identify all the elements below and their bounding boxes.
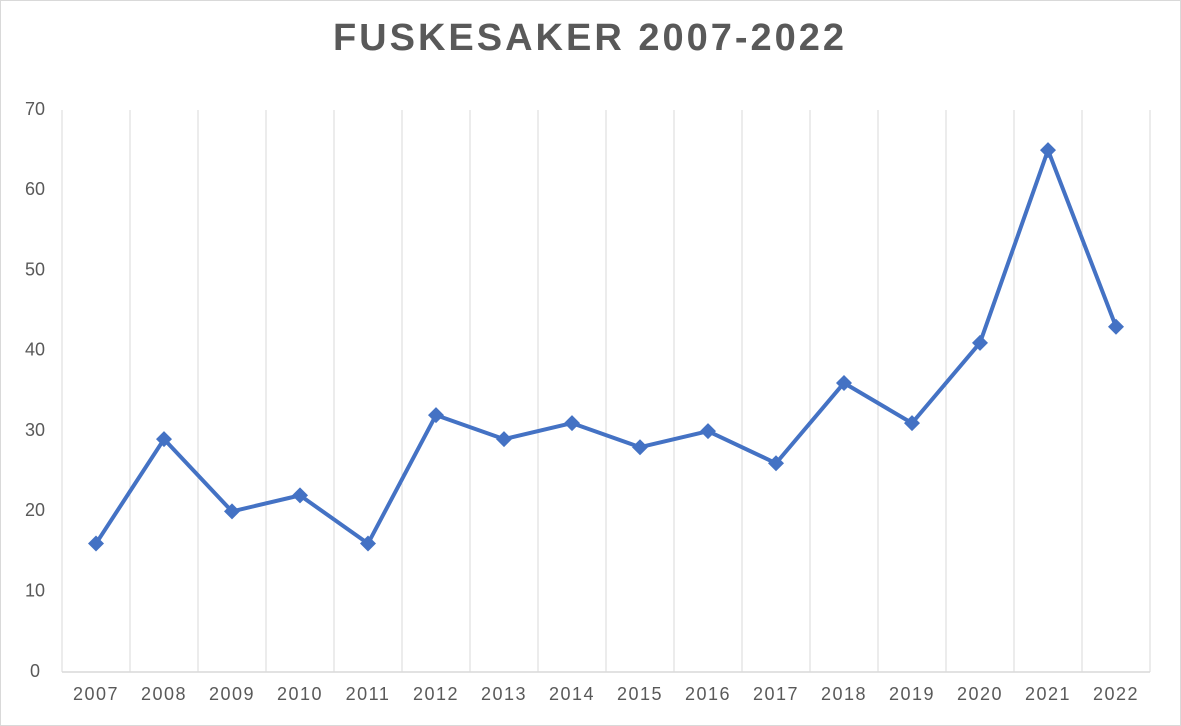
x-tick-label: 2022 [1093, 684, 1139, 704]
chart-title: FUSKESAKER 2007-2022 [333, 17, 847, 59]
x-tick-label: 2017 [753, 684, 799, 704]
marker [1108, 318, 1124, 335]
marker [904, 415, 920, 432]
marker [360, 535, 376, 552]
y-tick-label: 40 [25, 340, 45, 360]
x-tick-label: 2013 [481, 684, 527, 704]
marker [836, 374, 852, 391]
marker [972, 334, 988, 351]
marker [292, 487, 308, 504]
x-tick-label: 2016 [685, 684, 731, 704]
marker [156, 431, 172, 448]
y-tick-label: 30 [25, 420, 45, 440]
y-tick-label: 20 [25, 500, 45, 520]
x-tick-label: 2010 [277, 684, 323, 704]
x-tick-label: 2012 [413, 684, 459, 704]
marker [1040, 142, 1056, 159]
y-tick-label: 10 [25, 580, 45, 600]
x-tick-label: 2020 [957, 684, 1003, 704]
y-tick-label: 0 [30, 661, 40, 681]
marker [428, 407, 444, 424]
x-tick-label: 2019 [889, 684, 935, 704]
marker [700, 423, 716, 440]
x-tick-label: 2009 [209, 684, 255, 704]
series-line [94, 148, 1118, 546]
x-tick-label: 2015 [617, 684, 663, 704]
x-tick-label: 2011 [346, 684, 391, 704]
x-tick-label: 2021 [1025, 684, 1071, 704]
y-tick-label: 70 [25, 99, 45, 119]
x-tick-label: 2014 [549, 684, 595, 704]
marker [564, 415, 580, 432]
marker [496, 431, 512, 448]
marker [632, 439, 648, 456]
marker [768, 455, 784, 472]
x-tick-label: 2008 [141, 684, 187, 704]
y-tick-label: 60 [25, 179, 45, 199]
y-tick-label: 50 [25, 259, 45, 279]
x-tick-label: 2018 [821, 684, 867, 704]
marker [88, 535, 104, 552]
marker [224, 503, 240, 520]
x-tick-label: 2007 [73, 684, 119, 704]
